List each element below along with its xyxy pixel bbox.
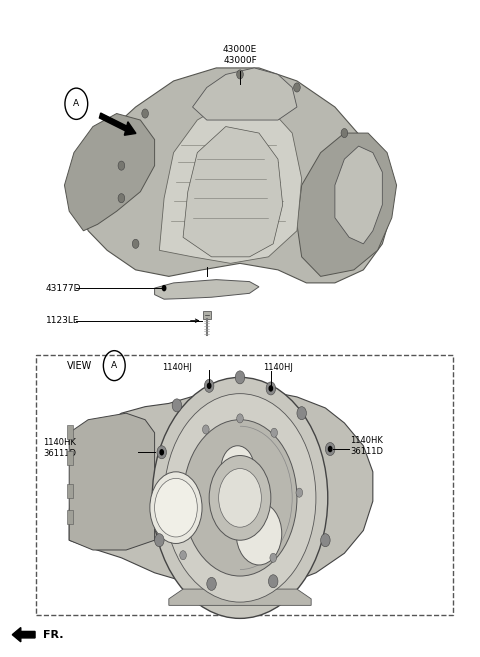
Polygon shape xyxy=(64,114,155,231)
Bar xyxy=(36,355,454,615)
Polygon shape xyxy=(335,146,383,244)
Circle shape xyxy=(325,443,335,455)
Circle shape xyxy=(180,551,186,560)
Bar xyxy=(67,451,72,465)
Circle shape xyxy=(118,161,125,170)
FancyArrow shape xyxy=(12,627,35,642)
Text: 1140HJ: 1140HJ xyxy=(263,363,293,372)
Bar xyxy=(67,484,72,498)
Bar xyxy=(203,311,211,319)
Polygon shape xyxy=(155,280,259,299)
Text: 1123LE: 1123LE xyxy=(46,316,79,325)
Circle shape xyxy=(159,449,164,455)
Polygon shape xyxy=(79,68,392,283)
Circle shape xyxy=(207,382,212,389)
Circle shape xyxy=(296,488,302,497)
Circle shape xyxy=(203,425,209,434)
Circle shape xyxy=(221,445,254,491)
Text: FR.: FR. xyxy=(43,629,64,640)
Polygon shape xyxy=(297,133,396,277)
Circle shape xyxy=(268,575,278,588)
Circle shape xyxy=(204,379,214,392)
Circle shape xyxy=(237,414,243,423)
Circle shape xyxy=(118,194,125,203)
Circle shape xyxy=(268,385,273,392)
Circle shape xyxy=(152,377,328,618)
Text: VIEW: VIEW xyxy=(67,361,92,371)
Text: 43000E
43000F: 43000E 43000F xyxy=(223,45,257,64)
Text: 43177D: 43177D xyxy=(46,284,81,292)
Text: 1140HK
36111D: 1140HK 36111D xyxy=(43,438,76,459)
Circle shape xyxy=(155,533,164,547)
Circle shape xyxy=(164,394,316,602)
Circle shape xyxy=(132,239,139,248)
Polygon shape xyxy=(69,388,373,589)
Circle shape xyxy=(157,445,167,459)
Bar xyxy=(67,425,72,440)
Circle shape xyxy=(207,578,216,591)
Bar xyxy=(67,510,72,524)
Text: A: A xyxy=(111,361,117,370)
Circle shape xyxy=(142,109,148,118)
Circle shape xyxy=(328,445,333,452)
Circle shape xyxy=(183,420,297,576)
Circle shape xyxy=(270,553,276,562)
Circle shape xyxy=(172,399,181,412)
Text: 1140HJ: 1140HJ xyxy=(162,363,192,372)
Polygon shape xyxy=(192,68,297,120)
Polygon shape xyxy=(159,101,301,263)
Circle shape xyxy=(235,371,245,384)
Polygon shape xyxy=(69,413,155,550)
Circle shape xyxy=(155,478,197,537)
Circle shape xyxy=(294,83,300,92)
Circle shape xyxy=(219,468,261,527)
Polygon shape xyxy=(183,127,283,257)
Circle shape xyxy=(209,455,271,540)
Circle shape xyxy=(266,382,276,395)
Circle shape xyxy=(271,428,277,438)
Circle shape xyxy=(297,407,306,420)
Circle shape xyxy=(150,472,202,543)
FancyArrow shape xyxy=(99,113,136,135)
Circle shape xyxy=(321,533,330,547)
Polygon shape xyxy=(169,589,311,605)
Circle shape xyxy=(236,503,282,565)
Circle shape xyxy=(341,129,348,137)
Circle shape xyxy=(237,70,243,79)
Circle shape xyxy=(162,285,167,291)
Text: 1140HK
36111D: 1140HK 36111D xyxy=(350,436,384,456)
Text: A: A xyxy=(73,99,79,108)
